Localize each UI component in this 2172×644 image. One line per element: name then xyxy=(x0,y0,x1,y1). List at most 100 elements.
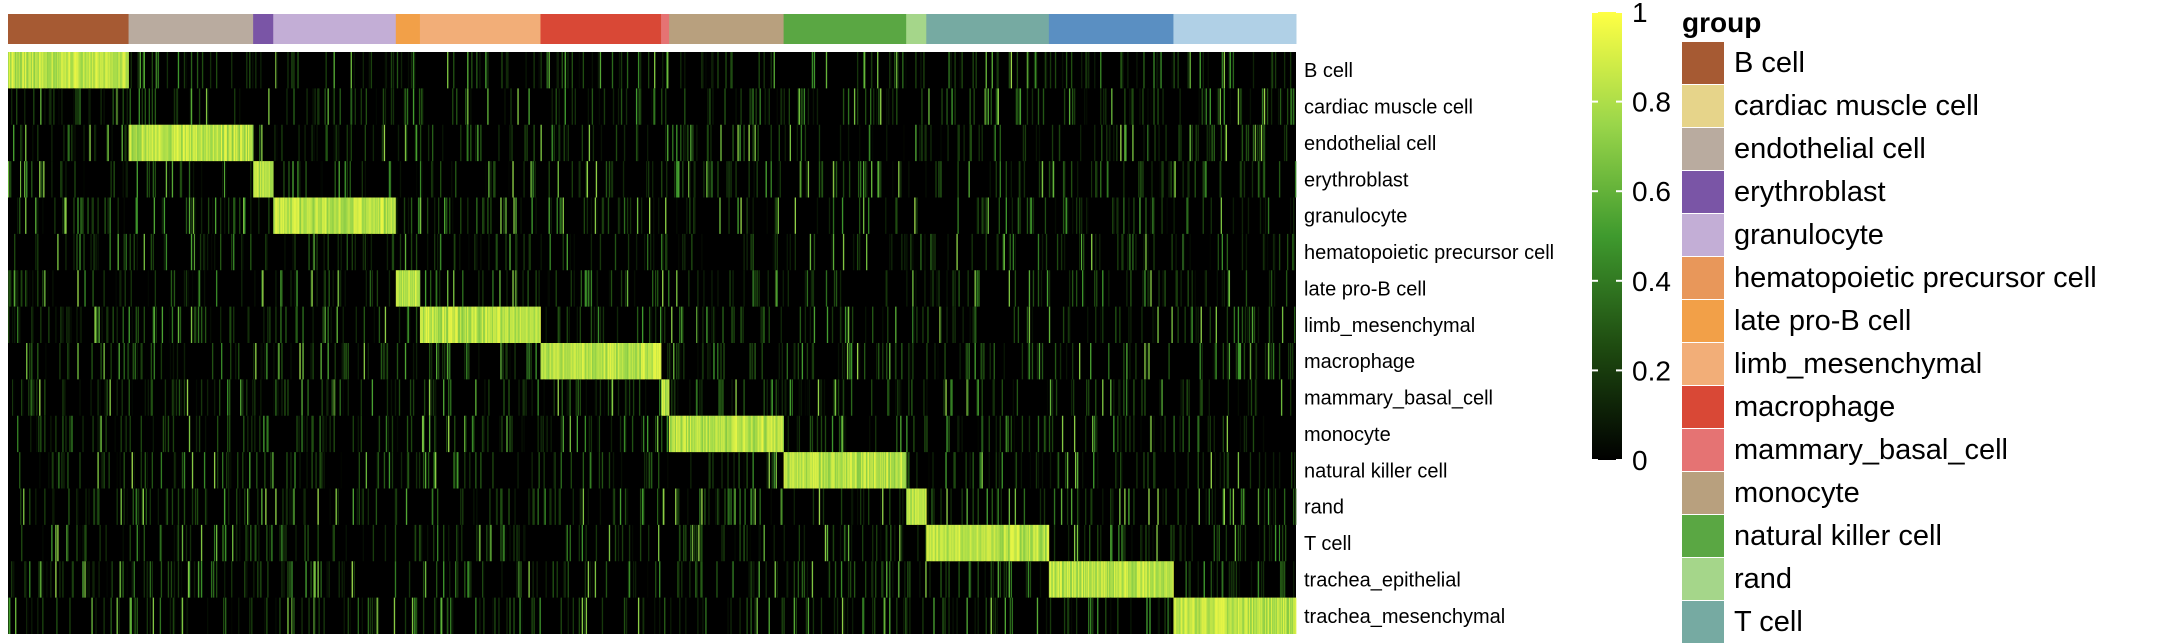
heatmap-cell xyxy=(611,343,614,380)
heatmap-cell xyxy=(160,452,163,489)
heatmap-cell xyxy=(544,343,546,380)
heatmap-cell xyxy=(1100,524,1102,562)
heatmap-cell xyxy=(540,52,542,89)
heatmap-cell xyxy=(822,488,825,525)
heatmap-cell xyxy=(886,561,888,598)
heatmap-cell xyxy=(864,306,867,343)
heatmap-cell xyxy=(173,379,176,416)
heatmap-cell xyxy=(721,379,723,416)
heatmap-cell xyxy=(679,415,681,453)
heatmap-cell xyxy=(1012,233,1015,271)
heatmap-cell xyxy=(1147,452,1149,489)
heatmap-cell xyxy=(467,124,469,162)
heatmap-cell xyxy=(969,524,971,562)
heatmap-cell xyxy=(563,561,565,598)
heatmap-cell xyxy=(694,524,696,562)
heatmap-cell xyxy=(1089,524,1091,562)
heatmap-cell xyxy=(453,270,455,307)
heatmap-cell xyxy=(1272,233,1275,271)
heatmap-cell xyxy=(446,343,448,380)
heatmap-cell xyxy=(1132,561,1134,598)
heatmap-cell xyxy=(635,88,638,125)
heatmap-cell xyxy=(743,379,745,416)
heatmap-cell xyxy=(439,270,441,307)
heatmap-cell xyxy=(925,524,927,562)
heatmap-cell xyxy=(946,270,948,307)
heatmap-cell xyxy=(1002,233,1004,271)
heatmap-cell xyxy=(306,197,308,234)
heatmap-cell xyxy=(316,124,318,162)
heatmap-cell xyxy=(154,161,157,198)
heatmap-cell xyxy=(1153,233,1155,271)
heatmap-cell xyxy=(865,452,868,489)
heatmap-cell xyxy=(18,52,20,89)
heatmap-cell xyxy=(1127,561,1129,598)
heatmap-cell xyxy=(994,124,996,162)
heatmap-cell xyxy=(1128,197,1130,234)
heatmap-cell xyxy=(878,343,880,380)
heatmap-cell xyxy=(1102,379,1104,416)
heatmap-cell xyxy=(1150,197,1152,234)
heatmap-cell xyxy=(985,597,987,634)
heatmap-cell xyxy=(489,306,491,343)
heatmap-cell xyxy=(1253,306,1256,343)
heatmap-cell xyxy=(262,270,264,307)
heatmap-cell xyxy=(646,561,649,598)
heatmap-cell xyxy=(506,415,508,453)
heatmap-cell xyxy=(1097,452,1099,489)
heatmap-cell xyxy=(1244,524,1247,562)
heatmap-cell xyxy=(1206,124,1208,162)
heatmap-cell xyxy=(62,379,64,416)
heatmap-cell xyxy=(758,415,760,453)
legend-key xyxy=(1682,601,1724,643)
heatmap-cell xyxy=(1066,306,1069,343)
heatmap-cell xyxy=(1090,488,1092,525)
heatmap-cell xyxy=(1026,52,1029,89)
heatmap-cell xyxy=(895,452,897,489)
heatmap-cell xyxy=(39,561,41,598)
heatmap-cell xyxy=(538,452,540,489)
heatmap-cell xyxy=(275,197,277,234)
heatmap-cell xyxy=(646,343,649,380)
heatmap-cell xyxy=(871,561,873,598)
heatmap-cell xyxy=(1021,415,1024,453)
heatmap-cell xyxy=(340,233,342,271)
heatmap-cell xyxy=(469,452,471,489)
heatmap-cell xyxy=(1130,270,1132,307)
heatmap-cell xyxy=(194,197,197,234)
heatmap-cell xyxy=(89,52,91,89)
heatmap-cell xyxy=(1069,561,1072,598)
heatmap-cell xyxy=(450,597,452,634)
heatmap-cell xyxy=(338,197,340,234)
heatmap-cell xyxy=(487,415,489,453)
heatmap-cell xyxy=(65,415,67,453)
heatmap-cell xyxy=(164,379,167,416)
heatmap-cell xyxy=(286,88,288,125)
heatmap-cell xyxy=(252,52,254,89)
heatmap-cell xyxy=(477,306,479,343)
heatmap-cell xyxy=(620,52,623,89)
heatmap-cell xyxy=(556,197,558,234)
heatmap-cell xyxy=(530,306,532,343)
heatmap-cell xyxy=(1105,88,1107,125)
heatmap-cell xyxy=(1077,561,1080,598)
heatmap-cell xyxy=(495,306,497,343)
heatmap-cell xyxy=(1092,561,1094,598)
heatmap-cell xyxy=(297,161,299,198)
heatmap-cell xyxy=(396,343,399,380)
heatmap-cell xyxy=(759,415,761,453)
heatmap-cell xyxy=(1187,52,1189,89)
heatmap-cell xyxy=(1117,452,1119,489)
heatmap-cell xyxy=(394,379,397,416)
heatmap-cell xyxy=(960,524,962,562)
heatmap-cell xyxy=(894,52,896,89)
heatmap-cell xyxy=(748,561,750,598)
heatmap-cell xyxy=(1261,88,1264,125)
heatmap-body xyxy=(8,52,1297,634)
heatmap-cell xyxy=(483,306,485,343)
annotation-segment xyxy=(669,14,785,44)
heatmap-cell xyxy=(224,124,226,162)
heatmap-cell xyxy=(47,270,49,307)
heatmap-cell xyxy=(176,343,179,380)
heatmap-cell xyxy=(989,524,991,562)
